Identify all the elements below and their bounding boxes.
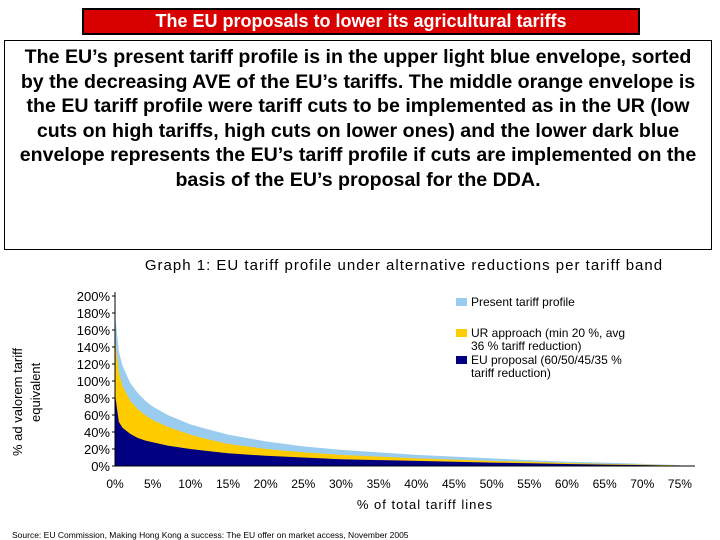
x-tick-label: 40%: [404, 477, 428, 491]
legend-label-1: 36 % tariff reduction): [471, 339, 582, 353]
legend-swatch-2: [456, 356, 467, 364]
series-area-2: [115, 393, 680, 466]
y-tick-label: 40%: [84, 425, 110, 440]
legend-label-2: EU proposal (60/50/45/35 %: [471, 353, 622, 367]
legend-label-1: UR approach (min 20 %, avg: [471, 326, 625, 340]
x-tick-label: 15%: [216, 477, 240, 491]
legend-swatch-1: [456, 329, 467, 337]
x-tick-label: 65%: [593, 477, 617, 491]
slide-title-box: The EU proposals to lower its agricultur…: [82, 8, 640, 35]
y-tick-label: 160%: [77, 323, 111, 338]
y-tick-label: 100%: [77, 374, 111, 389]
y-tick-label: 20%: [84, 442, 110, 457]
x-tick-label: 75%: [668, 477, 692, 491]
y-tick-label: 180%: [77, 306, 111, 321]
y-tick-label: 60%: [84, 408, 110, 423]
x-tick-label: 55%: [517, 477, 541, 491]
x-axis-label: % of total tariff lines: [357, 497, 493, 512]
x-tick-label: 0%: [106, 477, 124, 491]
source-note: Source: EU Commission, Making Hong Kong …: [12, 530, 409, 540]
x-tick-label: 20%: [254, 477, 278, 491]
x-tick-label: 25%: [291, 477, 315, 491]
y-tick-label: 140%: [77, 340, 111, 355]
x-tick-label: 35%: [367, 477, 391, 491]
x-tick-label: 50%: [480, 477, 504, 491]
y-tick-label: 80%: [84, 391, 110, 406]
y-tick-label: 120%: [77, 357, 111, 372]
x-tick-label: 30%: [329, 477, 353, 491]
x-tick-label: 45%: [442, 477, 466, 491]
legend-label-0: Present tariff profile: [471, 295, 575, 309]
slide-title: The EU proposals to lower its agricultur…: [155, 11, 567, 31]
description-box: The EU’s present tariff profile is in th…: [4, 40, 712, 250]
legend-swatch-0: [456, 298, 467, 306]
x-tick-label: 10%: [178, 477, 202, 491]
x-tick-label: 60%: [555, 477, 579, 491]
chart-title: Graph 1: EU tariff profile under alterna…: [144, 257, 664, 274]
y-tick-label: 200%: [77, 289, 111, 304]
y-tick-label: 0%: [91, 459, 110, 474]
x-tick-label: 5%: [144, 477, 162, 491]
x-tick-label: 70%: [630, 477, 654, 491]
legend-label-2: tariff reduction): [471, 366, 551, 380]
description-text: The EU’s present tariff profile is in th…: [19, 46, 697, 191]
